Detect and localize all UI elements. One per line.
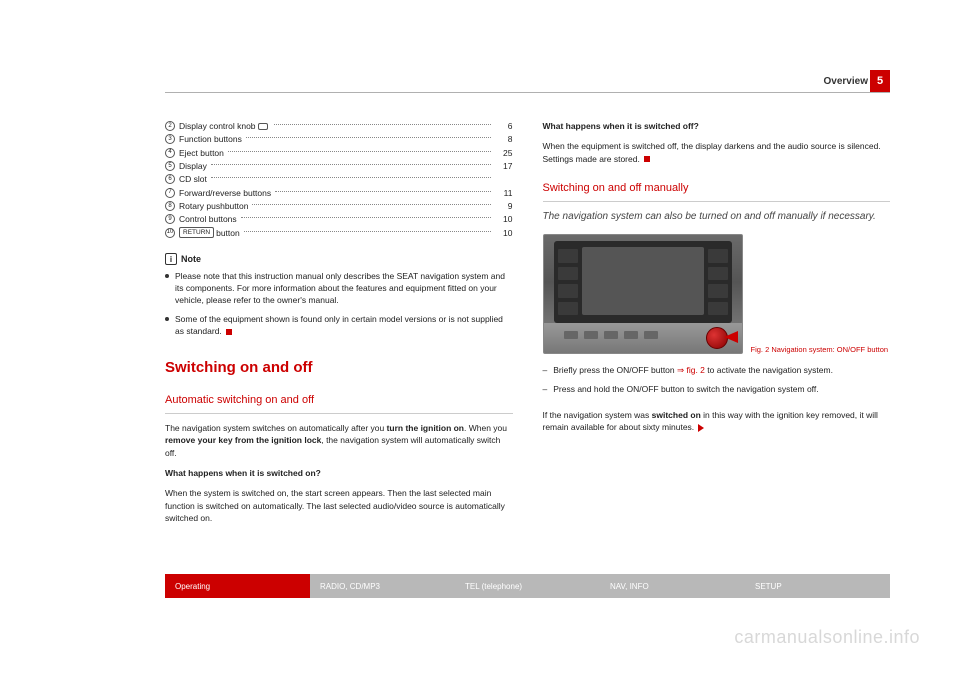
item-number: 2 xyxy=(165,121,175,131)
footer-nav: Operating RADIO, CD/MP3 TEL (telephone) … xyxy=(165,574,890,598)
toc-label: button xyxy=(216,227,240,239)
toc-label: Eject button xyxy=(179,147,224,159)
figure-2: Fig. 2 Navigation system: ON/OFF button xyxy=(543,234,891,354)
nav-operating[interactable]: Operating xyxy=(165,574,310,598)
item-number: 7 xyxy=(165,188,175,198)
note-heading: i Note xyxy=(165,253,513,266)
toc-row: 3 Function buttons 8 xyxy=(165,133,513,145)
toc-row: 2 Display control knob 6 xyxy=(165,120,513,132)
toc-label: Display xyxy=(179,160,207,172)
pointer-arrow-icon xyxy=(724,331,738,343)
toc-label: Function buttons xyxy=(179,133,242,145)
toc-page-ref: 10 xyxy=(495,213,513,225)
toc-row: 10 RETURN button 10 xyxy=(165,227,513,239)
header-rule xyxy=(165,92,890,93)
info-icon: i xyxy=(165,253,177,265)
toc-label: Forward/reverse buttons xyxy=(179,187,271,199)
section-title: Switching on and off xyxy=(165,357,513,379)
toc-page-ref: 10 xyxy=(495,227,513,239)
figure-caption: Fig. 2 Navigation system: ON/OFF button xyxy=(751,345,891,355)
end-mark-icon xyxy=(644,156,650,162)
section-header: Overview xyxy=(824,76,868,87)
subsection-title-manual: Switching on and off manually xyxy=(543,181,891,202)
question-on: What happens when it is switched on? xyxy=(165,467,513,479)
toc-page-ref: 9 xyxy=(495,200,513,212)
step-1: – Briefly press the ON/OFF button ⇒ fig.… xyxy=(543,364,891,376)
question-off: What happens when it is switched off? xyxy=(543,120,891,132)
step-2: – Press and hold the ON/OFF button to sw… xyxy=(543,383,891,395)
toc-label: CD slot xyxy=(179,173,207,185)
toc-page-ref: 25 xyxy=(495,147,513,159)
watermark: carmanualsonline.info xyxy=(734,627,920,648)
toc-row: 6 CD slot xyxy=(165,173,513,185)
note-bullet: Some of the equipment shown is found onl… xyxy=(165,313,513,338)
item-number: 9 xyxy=(165,214,175,224)
answer-off: When the equipment is switched off, the … xyxy=(543,140,891,165)
right-column: What happens when it is switched off? Wh… xyxy=(543,120,891,532)
toc-page-ref: 6 xyxy=(495,120,513,132)
toc-page-ref: 11 xyxy=(495,187,513,199)
nav-system-photo xyxy=(543,234,743,354)
item-number: 5 xyxy=(165,161,175,171)
toc-row: 5 Display 17 xyxy=(165,160,513,172)
toc-list: 2 Display control knob 6 3 Function buttons 8… xyxy=(165,120,513,239)
subsection-title: Automatic switching on and off xyxy=(165,393,513,414)
toc-row: 9 Control buttons 10 xyxy=(165,213,513,225)
manual-page: Overview 5 2 Display control knob 6 3 Functi… xyxy=(0,0,960,678)
left-column: 2 Display control knob 6 3 Function buttons 8… xyxy=(165,120,513,532)
note-bullet: Please note that this instruction manual… xyxy=(165,270,513,307)
end-mark-icon xyxy=(226,329,232,335)
item-number: 6 xyxy=(165,174,175,184)
answer-on: When the system is switched on, the star… xyxy=(165,487,513,524)
toc-row: 4 Eject button 25 xyxy=(165,147,513,159)
lead-text: The navigation system can also be turned… xyxy=(543,210,891,225)
item-number: 3 xyxy=(165,134,175,144)
return-button-icon: RETURN xyxy=(179,227,214,238)
nav-nav[interactable]: NAV, INFO xyxy=(600,574,745,598)
page-number: 5 xyxy=(870,70,890,92)
paragraph: The navigation system switches on automa… xyxy=(165,422,513,459)
toc-label: Display control knob xyxy=(179,120,256,132)
item-number: 10 xyxy=(165,228,175,238)
content-columns: 2 Display control knob 6 3 Function buttons 8… xyxy=(165,120,890,532)
note-label: Note xyxy=(181,253,201,266)
footnote: If the navigation system was switched on… xyxy=(543,409,891,434)
item-number: 8 xyxy=(165,201,175,211)
toc-label: Rotary pushbutton xyxy=(179,200,248,212)
nav-setup[interactable]: SETUP xyxy=(745,574,890,598)
note-items: Please note that this instruction manual… xyxy=(165,270,513,338)
toc-row: 8 Rotary pushbutton 9 xyxy=(165,200,513,212)
toc-label: Control buttons xyxy=(179,213,237,225)
continue-arrow-icon xyxy=(698,424,704,432)
item-number: 4 xyxy=(165,148,175,158)
nav-tel[interactable]: TEL (telephone) xyxy=(455,574,600,598)
toc-page-ref: 8 xyxy=(495,133,513,145)
knob-icon xyxy=(258,123,268,130)
toc-row: 7 Forward/reverse buttons 11 xyxy=(165,187,513,199)
nav-radio[interactable]: RADIO, CD/MP3 xyxy=(310,574,455,598)
toc-page-ref: 17 xyxy=(495,160,513,172)
